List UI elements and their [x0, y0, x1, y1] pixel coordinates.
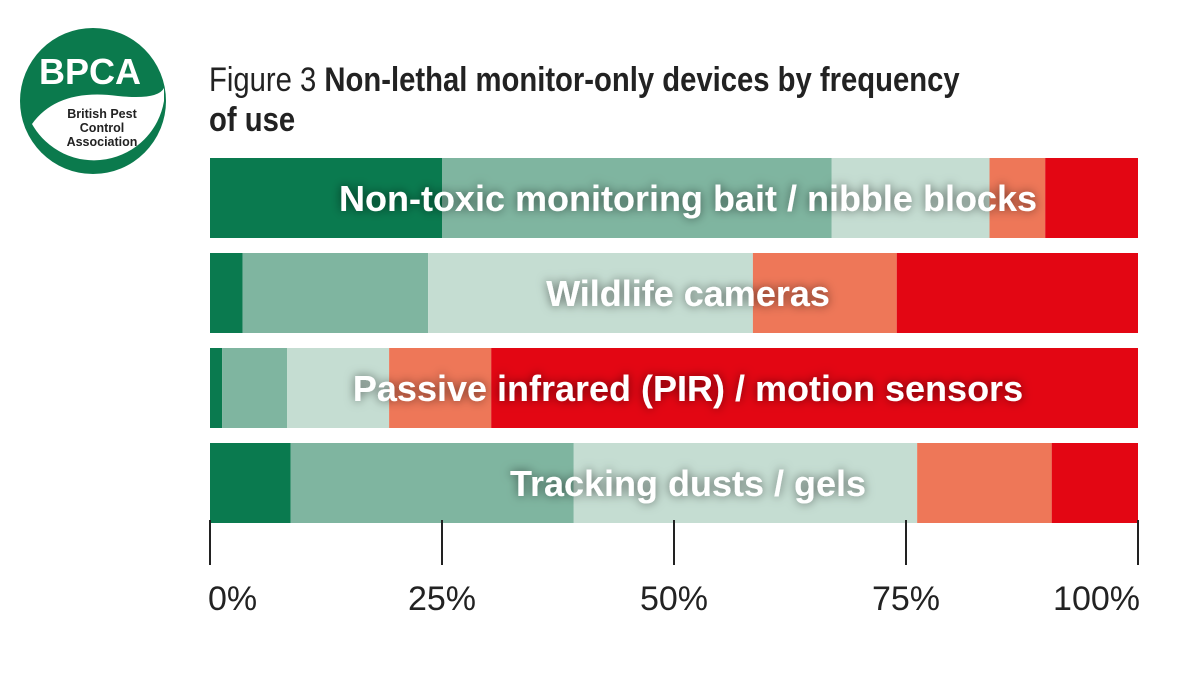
x-tick-label-1: 0% [208, 580, 257, 618]
bar-label-2: Wildlife cameras [546, 273, 830, 314]
figure-number: Figure 3 [209, 61, 317, 99]
bar-segment-2-4 [752, 253, 897, 333]
bar-segment-2-1 [210, 253, 243, 333]
bar-segment-3-1 [210, 348, 223, 428]
bar-segment-4-1 [210, 443, 291, 523]
chart-title: Figure 3 Non-lethal monitor-only devices… [209, 60, 983, 140]
bar-segment-3-4 [389, 348, 492, 428]
bar-segment-3-3 [287, 348, 390, 428]
bar-segment-1-3 [831, 158, 990, 238]
bar-segment-4-5 [1051, 443, 1138, 523]
logo-white-shape [32, 88, 164, 161]
bar-segment-2-3 [428, 253, 753, 333]
bar-segment-1-5 [1045, 158, 1138, 238]
bar-segment-1-2 [442, 158, 832, 238]
x-tick-label-4: 75% [872, 580, 940, 618]
bar-segment-1-1 [210, 158, 442, 238]
bar-segment-1-4 [989, 158, 1046, 238]
bar-segment-4-4 [917, 443, 1052, 523]
x-tick-label-3: 50% [640, 580, 708, 618]
bar-label-3: Passive infrared (PIR) / motion sensors [353, 368, 1023, 409]
bar-label-4: Tracking dusts / gels [510, 463, 866, 504]
x-tick-label-5: 100% [1053, 580, 1140, 618]
logo-line-1: British Pest [67, 107, 137, 121]
bar-segment-4-2 [290, 443, 574, 523]
bar-segment-2-5 [896, 253, 1138, 333]
bar-label-1: Non-toxic monitoring bait / nibble block… [339, 178, 1037, 219]
bar-segment-2-2 [242, 253, 429, 333]
bpca-logo: BPCA British Pest Control Association [20, 28, 166, 174]
figure-title-text: Non-lethal monitor-only devices by frequ… [209, 61, 960, 139]
bar-segment-4-3 [573, 443, 918, 523]
bar-labels-layer: Non-toxic monitoring bait / nibble block… [339, 178, 1037, 504]
logo-line-3: Association [67, 135, 138, 149]
bars-layer [210, 158, 1139, 523]
bar-segment-3-5 [491, 348, 1139, 428]
x-axis: 0% 25% 50% 75% 100% [208, 520, 1140, 618]
x-tick-label-2: 25% [408, 580, 476, 618]
logo-line-2: Control [80, 121, 124, 135]
bar-segment-3-2 [222, 348, 288, 428]
logo-acronym: BPCA [39, 51, 141, 92]
